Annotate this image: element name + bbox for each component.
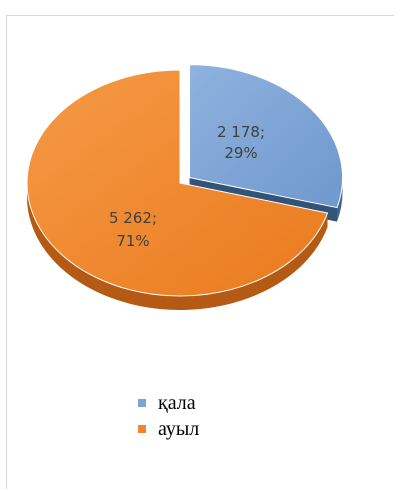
legend-swatch-auyl: [138, 425, 146, 433]
pie-slice-auyl: [26, 69, 329, 297]
legend-label-auyl: ауыл: [158, 417, 200, 440]
legend-label-qala: қала: [158, 391, 196, 414]
slice-label-percent-qala: 29%: [224, 144, 257, 162]
slice-label-value-qala: 2 178;: [217, 123, 265, 141]
chart-frame: [6, 15, 394, 489]
slice-label-percent-auyl: 71%: [116, 232, 149, 250]
legend-item-qala: қала: [138, 390, 199, 416]
legend-item-auyl: ауыл: [138, 416, 199, 442]
legend-swatch-qala: [138, 399, 146, 407]
legend: қала ауыл: [138, 390, 199, 442]
pie-slice-qala: [189, 64, 344, 209]
slice-label-value-auyl: 5 262;: [109, 209, 157, 227]
